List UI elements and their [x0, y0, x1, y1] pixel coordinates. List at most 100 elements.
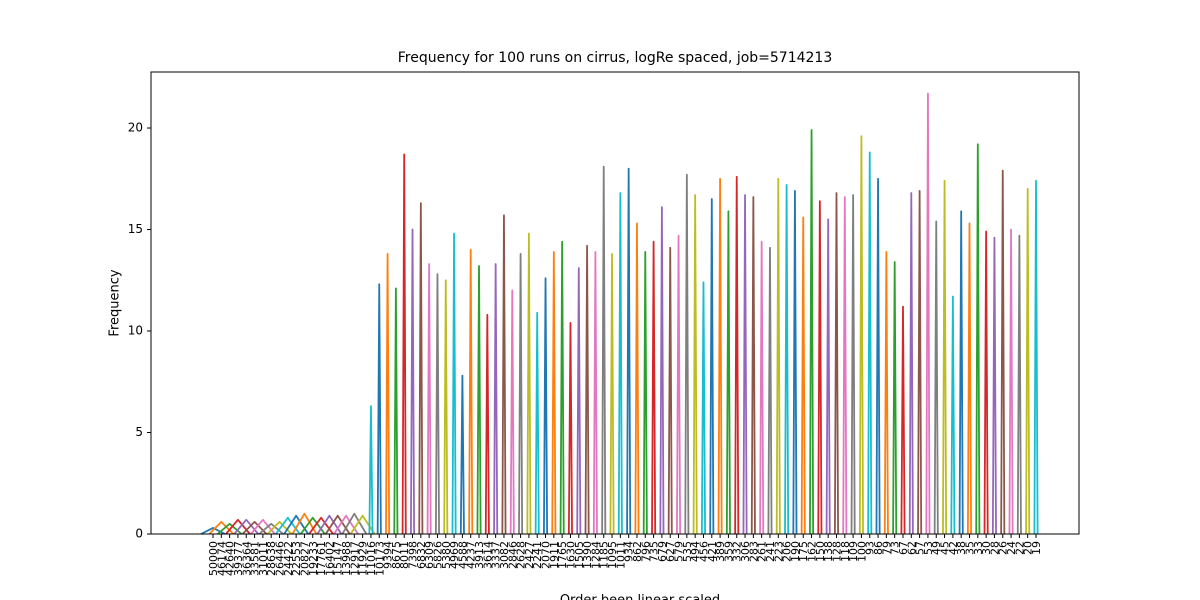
run-line: [493, 263, 499, 535]
y-tick-label: 20: [128, 121, 143, 135]
x-tick-label: 100: [855, 541, 868, 562]
run-line: [241, 520, 268, 535]
run-line: [434, 273, 440, 535]
run-line: [250, 518, 276, 535]
run-line: [842, 196, 848, 535]
run-line: [717, 177, 723, 535]
x-tick-label: 796: [639, 541, 652, 562]
run-line: [509, 289, 515, 535]
x-tick-label: 1185: [598, 541, 611, 569]
x-tick-label: 16402: [323, 541, 336, 576]
run-line: [1033, 179, 1039, 535]
x-tick-label: 35: [963, 541, 976, 555]
run-line: [908, 192, 914, 535]
run-line: [341, 512, 368, 535]
run-line: [958, 210, 964, 535]
run-line: [401, 153, 407, 535]
run-line: [333, 514, 359, 535]
x-tick-label: 109: [847, 541, 860, 562]
run-line: [817, 200, 823, 535]
x-tick-label: 862: [631, 541, 644, 562]
x-tick-label: 241: [764, 541, 777, 562]
run-line: [833, 192, 839, 535]
x-tick-label: 62: [905, 541, 918, 555]
run-line: [942, 179, 948, 535]
x-tick-label: 53: [922, 541, 935, 555]
run-line: [684, 173, 690, 535]
run-line: [410, 228, 416, 535]
x-tick-label: 42640: [224, 541, 237, 576]
x-tick-label: 33581: [249, 541, 262, 576]
x-tick-label: 93: [864, 541, 877, 555]
x-tick-label: 1630: [564, 541, 577, 569]
run-line: [991, 236, 997, 535]
run-line: [418, 202, 424, 535]
x-tick-label: 128: [830, 541, 843, 562]
run-line: [468, 248, 474, 535]
run-line: [900, 305, 906, 535]
x-tick-label: 57: [914, 541, 927, 555]
x-tick-label: 421: [706, 541, 719, 562]
x-tick-label: 118: [839, 541, 852, 562]
run-line: [1025, 188, 1031, 535]
run-line: [534, 311, 540, 535]
x-tick-label: 1765: [556, 541, 569, 569]
x-tick-label: 28638: [265, 541, 278, 576]
run-line: [642, 250, 648, 535]
x-tick-label: 494: [689, 541, 702, 562]
x-tick-label: 261: [756, 541, 769, 562]
x-tick-label: 49: [930, 541, 943, 555]
run-line: [476, 265, 482, 535]
run-line: [291, 512, 318, 535]
x-tick-label: 4237: [465, 541, 478, 569]
run-line: [800, 216, 806, 535]
x-tick-label: 9394: [382, 541, 395, 569]
run-line: [484, 313, 490, 535]
x-tick-label: 190: [789, 541, 802, 562]
x-tick-label: 24: [1005, 541, 1018, 555]
x-tick-label: 3614: [481, 541, 494, 569]
x-tick-label: 5826: [431, 541, 444, 569]
x-tick-label: 2241: [531, 541, 544, 569]
x-tick-label: 3913: [473, 541, 486, 569]
run-line: [518, 252, 524, 535]
run-line: [692, 194, 698, 535]
x-tick-label: 19233: [307, 541, 320, 576]
x-tick-label: 12917: [348, 541, 361, 576]
x-tick-label: 283: [747, 541, 760, 562]
x-tick-label: 535: [681, 541, 694, 562]
x-tick-label: 17761: [315, 541, 328, 576]
x-tick-label: 5380: [440, 541, 453, 569]
x-tick-label: 1505: [573, 541, 586, 569]
run-line: [775, 177, 781, 535]
run-line: [551, 250, 557, 535]
x-tick-label: 359: [722, 541, 735, 562]
run-line: [917, 190, 923, 535]
x-tick-label: 22553: [290, 541, 303, 576]
run-line: [742, 194, 748, 535]
run-line: [925, 92, 931, 535]
run-line: [225, 518, 251, 535]
run-line: [725, 210, 731, 535]
x-tick-label: 45: [939, 541, 952, 555]
run-line: [617, 192, 623, 535]
x-tick-label: 42: [947, 541, 960, 555]
x-tick-label: 7398: [407, 541, 420, 569]
run-line: [300, 516, 326, 535]
x-tick-label: 11929: [357, 541, 370, 576]
run-line: [767, 246, 773, 535]
x-tick-label: 36364: [240, 541, 253, 576]
x-tick-label: 86: [872, 541, 885, 555]
x-tick-label: 6832: [415, 541, 428, 569]
x-tick-label: 735: [648, 541, 661, 562]
x-tick-label: 456: [697, 541, 710, 562]
x-tick-label: 162: [806, 541, 819, 562]
run-line: [850, 194, 856, 535]
y-tick-label: 10: [128, 324, 143, 338]
run-line: [858, 135, 864, 535]
x-tick-label: 31011: [257, 541, 270, 576]
x-tick-label: 11016: [365, 541, 378, 576]
run-line: [609, 252, 615, 535]
x-tick-label: 3082: [498, 541, 511, 569]
run-line: [1000, 169, 1006, 535]
